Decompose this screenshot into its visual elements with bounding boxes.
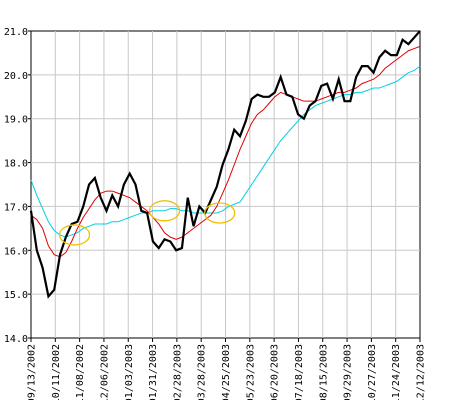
annotation-ellipse bbox=[204, 202, 236, 224]
y-tick-label: 17.0 bbox=[4, 202, 28, 213]
x-tick-label: 09/13/2002 bbox=[27, 344, 38, 400]
x-tick-label: 10/11/2002 bbox=[51, 344, 62, 400]
y-tick-label: 14.0 bbox=[4, 334, 28, 345]
y-tick-label: 19.0 bbox=[4, 115, 28, 126]
x-tick-label: 07/18/2003 bbox=[294, 344, 305, 400]
x-axis: 09/13/2002 10/11/2002 11/08/2002 12/06/2002… bbox=[27, 338, 427, 400]
series-layer bbox=[29, 30, 421, 299]
x-tick-label: 12/12/2003 bbox=[416, 344, 427, 400]
y-tick-label: 20.0 bbox=[4, 71, 28, 82]
x-tick-label: 08/15/2003 bbox=[318, 344, 329, 400]
x-tick-label: 03/28/2003 bbox=[197, 344, 208, 400]
x-tick-label: 01/03/2003 bbox=[124, 344, 135, 400]
x-tick-label: 05/23/2003 bbox=[245, 344, 256, 400]
y-tick-label: 16.0 bbox=[4, 246, 28, 257]
x-tick-label: 11/24/2003 bbox=[391, 344, 402, 400]
annotation-layer bbox=[58, 200, 236, 246]
x-tick-label: 01/31/2003 bbox=[148, 344, 159, 400]
x-tick-label: 11/08/2002 bbox=[75, 344, 86, 400]
x-tick-label: 02/28/2003 bbox=[172, 344, 183, 400]
x-tick-label: 09/29/2003 bbox=[343, 344, 354, 400]
y-tick-label: 18.0 bbox=[4, 159, 28, 170]
series-line-0 bbox=[29, 30, 421, 299]
series-line-1 bbox=[30, 45, 421, 258]
annotation-ellipse bbox=[58, 224, 91, 246]
y-tick-label: 21.0 bbox=[4, 27, 28, 38]
x-tick-label: 10/27/2003 bbox=[367, 344, 378, 400]
annotation-ellipse bbox=[148, 200, 181, 222]
x-tick-label: 12/06/2002 bbox=[99, 344, 110, 400]
y-tick-label: 15.0 bbox=[4, 290, 28, 301]
x-tick-label: 04/25/2003 bbox=[221, 344, 232, 400]
y-axis: 21.0 20.0 19.0 18.0 17.0 16.0 15.0 14.0 bbox=[4, 27, 31, 345]
x-tick-label: 06/20/2003 bbox=[270, 344, 281, 400]
series-line-2 bbox=[30, 65, 421, 238]
